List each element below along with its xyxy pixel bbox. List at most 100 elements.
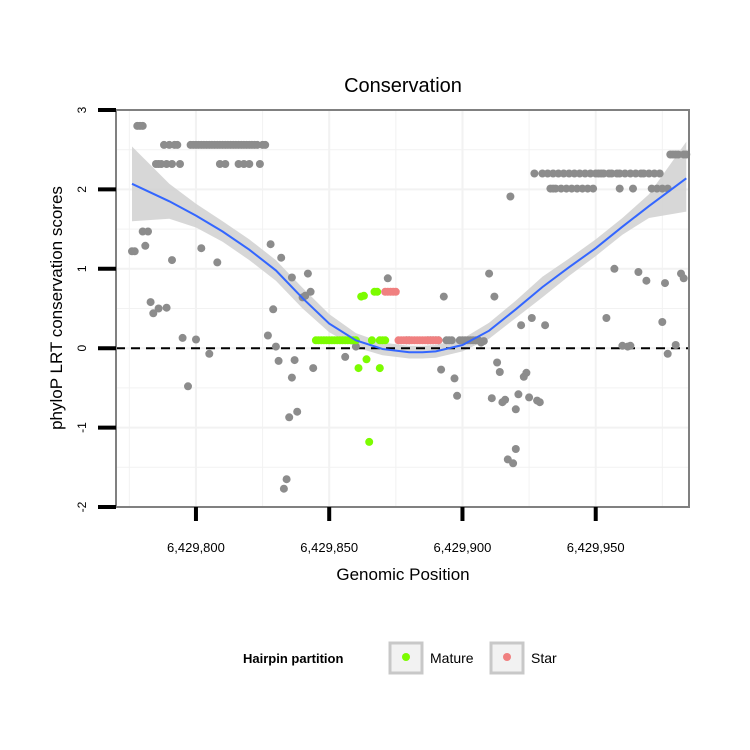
point-other — [277, 253, 286, 262]
point-other — [663, 349, 672, 358]
point-other — [141, 241, 150, 250]
x-tick-label: 6,429,850 — [300, 540, 358, 555]
point-mature — [354, 364, 363, 373]
point-other — [144, 227, 152, 236]
point-mature — [381, 336, 390, 345]
y-axis-title: phyloP LRT conservation scores — [47, 186, 66, 430]
point-other — [173, 140, 182, 149]
point-other — [655, 169, 664, 178]
point-other — [626, 341, 635, 350]
point-other — [192, 335, 200, 344]
y-tick-label: 0 — [75, 345, 89, 352]
point-other — [493, 358, 502, 367]
point-other — [535, 398, 544, 407]
point-other — [351, 342, 360, 351]
point-other — [610, 264, 619, 273]
point-other — [184, 382, 192, 391]
point-other — [439, 292, 448, 301]
point-other — [658, 318, 667, 326]
point-other — [303, 269, 312, 278]
x-axis-title: Genomic Position — [336, 565, 469, 584]
confidence-band — [132, 141, 687, 359]
point-other — [501, 395, 510, 404]
point-other — [341, 352, 350, 361]
point-other — [263, 331, 272, 340]
point-other — [306, 287, 315, 296]
point-other — [437, 365, 446, 374]
points-star — [381, 287, 443, 345]
point-other — [511, 405, 520, 414]
y-tick-label: 3 — [75, 106, 89, 113]
point-other — [679, 274, 688, 283]
point-other — [309, 364, 318, 373]
point-other — [479, 337, 488, 346]
point-other — [285, 413, 294, 422]
point-other — [509, 459, 518, 468]
point-other — [517, 321, 526, 330]
legend: Hairpin partition Mature Star — [243, 641, 557, 675]
point-other — [287, 273, 296, 282]
point-other — [487, 394, 496, 403]
point-other — [671, 341, 680, 349]
points-mature — [311, 287, 390, 446]
smooth-line-group — [131, 177, 687, 354]
point-other — [271, 342, 280, 351]
point-other — [661, 279, 669, 288]
x-axis-ticks: 6,429,800 6,429,850 6,429,900 6,429,950 — [167, 507, 625, 555]
legend-swatch-star — [503, 653, 511, 661]
panel-border — [115, 109, 690, 508]
point-other — [530, 169, 539, 178]
point-other — [282, 475, 291, 484]
x-tick-label: 6,429,800 — [167, 540, 225, 555]
point-mature — [373, 287, 382, 296]
point-other — [290, 356, 299, 365]
point-other — [495, 368, 504, 376]
point-mature — [362, 355, 371, 364]
point-other — [293, 407, 302, 416]
point-other — [527, 314, 536, 322]
point-mature — [359, 291, 368, 300]
point-other — [274, 356, 283, 365]
legend-swatch-mature — [402, 653, 410, 661]
point-other — [255, 160, 264, 168]
point-other — [245, 160, 254, 168]
point-other — [269, 305, 278, 314]
legend-label-star: Star — [531, 650, 557, 666]
point-other — [205, 349, 214, 358]
legend-label-mature: Mature — [430, 650, 474, 666]
point-other — [522, 368, 531, 377]
legend-title: Hairpin partition — [243, 651, 343, 666]
point-other — [130, 247, 139, 256]
y-tick-label: 1 — [75, 265, 89, 272]
point-other — [514, 390, 523, 399]
point-other — [266, 240, 275, 249]
point-other — [178, 333, 187, 342]
point-other — [261, 140, 270, 149]
confidence-band-group — [132, 141, 687, 359]
y-tick-label: -1 — [75, 422, 89, 433]
point-other — [506, 192, 515, 201]
point-other — [602, 314, 611, 322]
point-other — [490, 292, 499, 301]
point-other — [615, 184, 624, 193]
point-other — [541, 321, 550, 330]
point-other — [287, 373, 296, 382]
point-other — [146, 298, 155, 307]
point-other — [168, 256, 176, 265]
point-mature — [365, 437, 374, 446]
point-other — [511, 445, 520, 453]
point-other — [383, 274, 392, 283]
point-other — [525, 393, 534, 402]
y-tick-label: -2 — [75, 501, 89, 512]
point-other — [168, 160, 176, 168]
smooth-line — [131, 177, 687, 354]
point-other — [485, 269, 494, 278]
point-mature — [375, 364, 384, 373]
point-other — [453, 391, 462, 400]
point-star — [434, 336, 443, 345]
x-tick-label: 6,429,950 — [567, 540, 625, 555]
point-mature — [367, 336, 376, 345]
point-other — [149, 309, 158, 318]
